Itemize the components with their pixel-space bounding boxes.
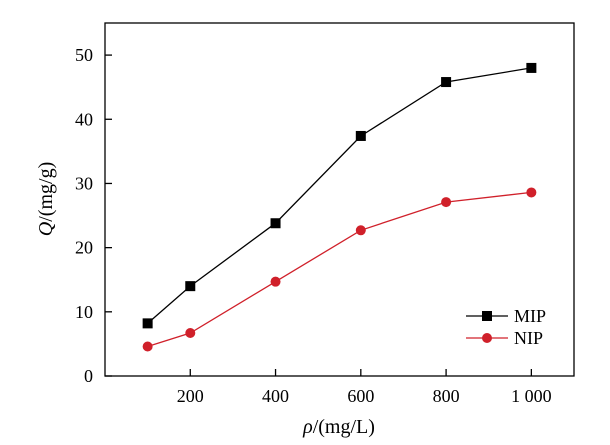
legend: MIP NIP — [466, 306, 546, 348]
series-layer — [142, 62, 537, 352]
y-tick-label: 0 — [84, 366, 93, 386]
data-point-mip — [185, 281, 196, 292]
x-tick-label: 400 — [262, 386, 289, 406]
data-point-mip — [270, 218, 281, 229]
y-tick-label: 50 — [75, 45, 93, 65]
legend-item-mip: MIP — [466, 306, 546, 326]
x-axis-symbol: ρ — [302, 416, 313, 438]
data-point-mip — [142, 318, 153, 329]
x-tick-label: 1 000 — [511, 386, 552, 406]
y-tick-label: 40 — [75, 109, 93, 129]
data-point-mip — [526, 62, 537, 73]
y-tick-label: 10 — [75, 302, 93, 322]
legend-label-mip: MIP — [514, 306, 546, 326]
y-tick-label: 30 — [75, 173, 93, 193]
legend-item-nip: NIP — [466, 328, 543, 348]
y-axis: 0 10 20 30 40 50 — [75, 45, 112, 386]
x-axis-title: ρ/(mg/L) — [302, 416, 375, 438]
data-point-nip — [526, 187, 537, 198]
x-tick-label: 800 — [433, 386, 460, 406]
x-axis-unit: /(mg/L) — [313, 416, 375, 438]
data-point-nip — [142, 341, 153, 352]
y-tick-label: 20 — [75, 238, 93, 258]
data-point-mip — [441, 77, 452, 88]
data-point-nip — [355, 225, 366, 236]
y-axis-symbol: Q — [35, 221, 57, 236]
legend-marker-nip — [482, 333, 492, 343]
series-line-mip — [147, 67, 532, 324]
x-tick-label: 600 — [347, 386, 374, 406]
y-axis-unit: /(mg/g) — [35, 162, 57, 222]
data-point-mip — [355, 130, 366, 141]
plot-frame — [104, 22, 575, 377]
legend-label-nip: NIP — [514, 328, 543, 348]
y-axis-title: Q/(mg/g) — [35, 162, 57, 236]
series-line-nip — [147, 191, 532, 348]
legend-marker-mip — [482, 311, 492, 321]
data-point-nip — [441, 197, 452, 208]
x-axis: 200 400 600 800 1 000 — [177, 369, 552, 406]
data-point-nip — [270, 276, 281, 287]
data-point-nip — [185, 327, 196, 338]
x-tick-label: 200 — [177, 386, 204, 406]
